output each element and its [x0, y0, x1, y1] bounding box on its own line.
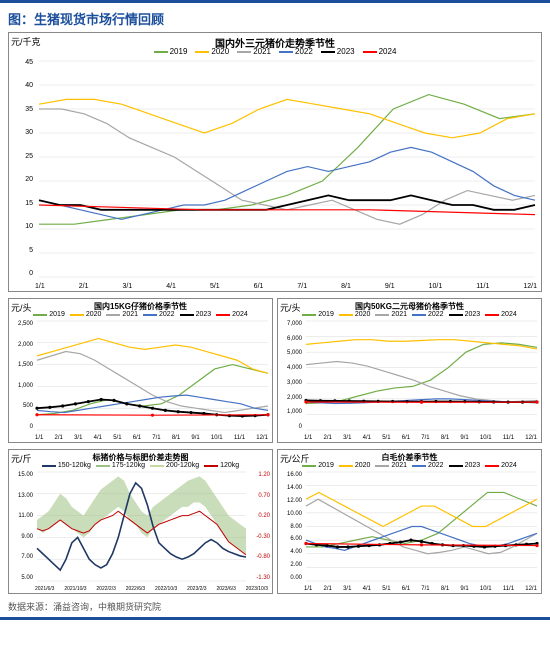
sub3-ylabels: 15.0013.0011.009.007.005.00: [11, 472, 33, 581]
sub4-xlabels: 1/12/13/14/15/16/17/18/19/110/111/112/1: [304, 586, 537, 592]
sub2-ylabels: 7,0006,0005,0004,0003,0002,0001,0000: [280, 321, 302, 430]
page-title: 图：生猪现货市场行情回顾: [8, 9, 542, 28]
sub1-plot: [9, 299, 272, 442]
sub2-xlabels: 1/12/13/14/15/16/17/18/19/110/111/112/1: [304, 435, 537, 441]
main-plot: [9, 33, 541, 291]
sub1-ylabels: 2,5002,0001,5001,0005000: [11, 321, 33, 430]
sub3-plot: [9, 450, 272, 593]
sub1-chart: 元/头 国内15KG仔猪价格季节性 2019202020212022202320…: [8, 298, 273, 443]
sub2-chart: 元/头 国内50KG二元母猪价格季节性 20192020202120222023…: [277, 298, 542, 443]
sub3-ylabels-right: 1.200.700.20-0.30-0.80-1.30: [248, 472, 270, 581]
main-chart: 元/千克 国内外三元猪价走势季节性 2019202020212022202320…: [8, 32, 542, 292]
main-ylabels: 454035302520151050: [11, 59, 33, 277]
sub1-xlabels: 1/12/13/14/15/16/17/18/19/110/111/112/1: [35, 435, 268, 441]
sub3-chart: 元/斤 标猪价格与标肥价差走势图 150-120kg175-120kg200-1…: [8, 449, 273, 594]
sub2-plot: [278, 299, 541, 442]
main-xlabels: 1/12/13/14/15/16/17/18/19/110/111/112/1: [35, 283, 537, 290]
chart-frame: 图：生猪现货市场行情回顾 元/千克 国内外三元猪价走势季节性 201920202…: [0, 0, 550, 620]
sub3-xlabels: 2021/6/32021/10/32022/2/32022/6/32022/10…: [35, 586, 268, 592]
sub4-ylabels: 16.0014.0012.0010.008.006.004.002.000.00: [280, 472, 302, 581]
data-source: 数据来源：涌益咨询，中粮期货研究院: [8, 600, 542, 613]
sub4-chart: 元/公斤 白毛价差季节性 201920202021202220232024 16…: [277, 449, 542, 594]
sub4-plot: [278, 450, 541, 593]
